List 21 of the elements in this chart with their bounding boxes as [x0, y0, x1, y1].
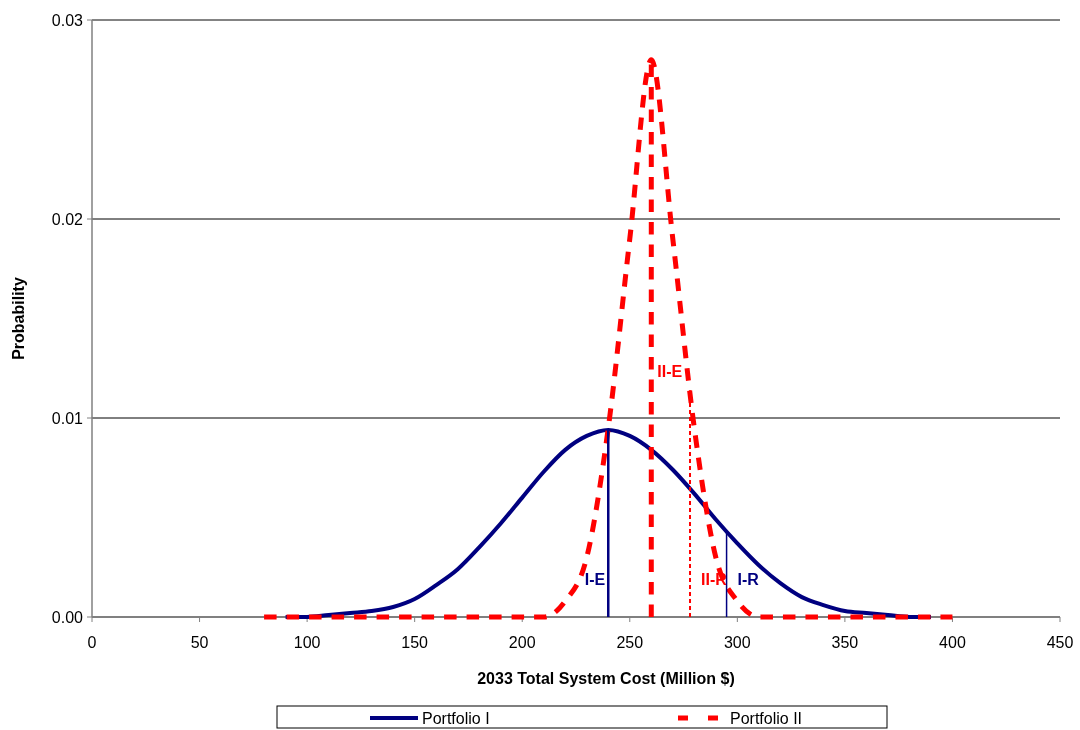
x-tick-label: 350	[831, 634, 859, 651]
x-tick-label: 300	[723, 634, 751, 651]
x-tick-label: 400	[939, 634, 966, 651]
legend-label: Portfolio I	[422, 710, 490, 727]
x-tick-label: 50	[190, 634, 209, 651]
y-tick-label: 0.01	[51, 409, 84, 427]
x-tick-label: 150	[401, 634, 429, 651]
x-tick-label: 250	[616, 634, 644, 651]
x-axis-title: 2033 Total System Cost (Million $)	[477, 670, 735, 687]
x-tick-label: 0	[87, 634, 97, 651]
ref-line-label: II-E	[657, 363, 683, 381]
y-tick-label: 0.02	[51, 210, 84, 228]
x-tick-label: 100	[293, 634, 321, 651]
y-tick-label: 0.00	[51, 608, 84, 626]
y-tick-label: 0.03	[51, 11, 84, 29]
ref-line-label: I-E	[584, 571, 606, 588]
y-axis-title: Probability	[10, 277, 27, 360]
ref-line-label: I-R	[737, 571, 760, 588]
x-tick-label: 200	[508, 634, 536, 651]
x-tick-label: 450	[1046, 634, 1074, 651]
legend-label: Portfolio II	[730, 710, 803, 727]
